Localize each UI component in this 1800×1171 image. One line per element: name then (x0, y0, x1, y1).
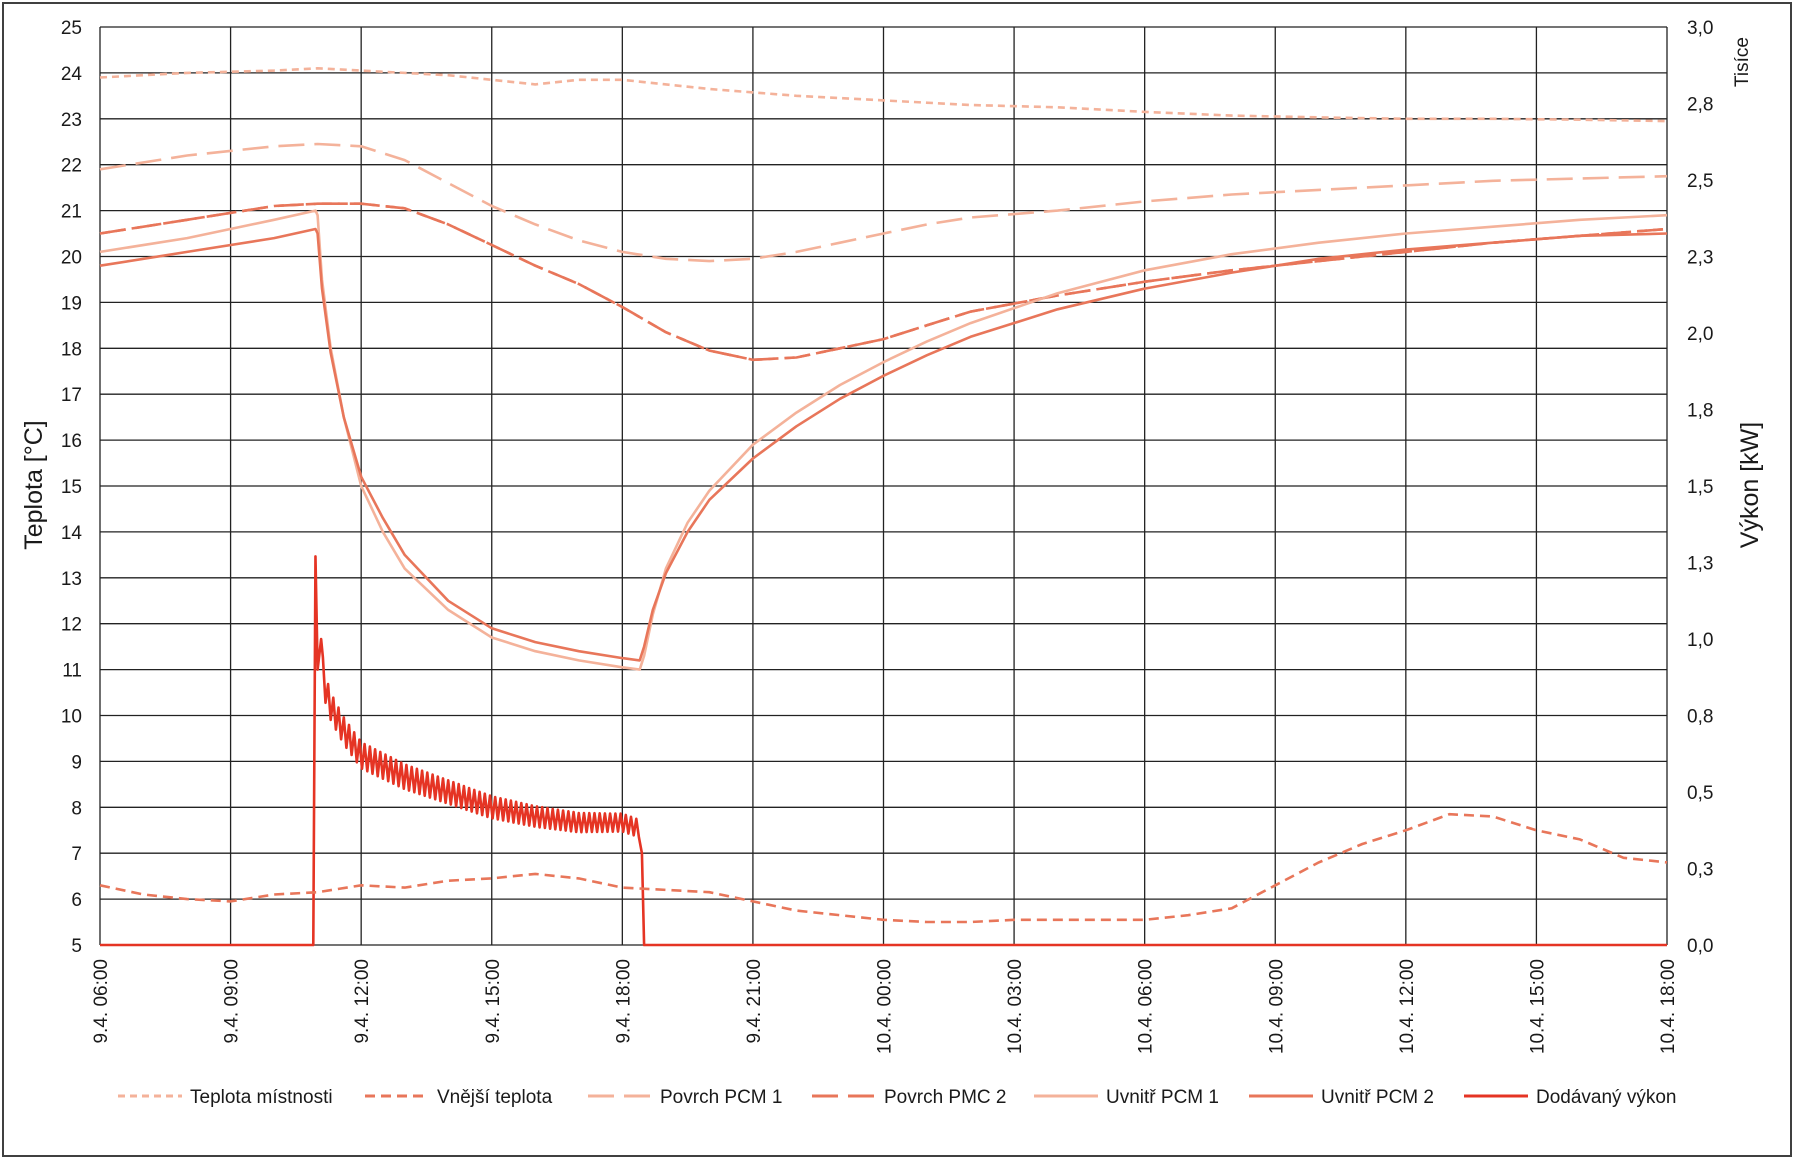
y-tick-label: 10 (61, 707, 82, 728)
y-tick-label: 22 (61, 156, 82, 177)
y2-tick-label: 0,0 (1687, 936, 1713, 957)
y-tick-label: 7 (71, 844, 82, 865)
series-layer (99, 67, 1668, 947)
y-tick-label: 13 (61, 569, 82, 590)
legend-item: Vnější teplota (365, 1087, 553, 1108)
y2-tick-label: 0,8 (1687, 707, 1713, 728)
legend-label: Vnější teplota (437, 1087, 553, 1108)
legend: Teplota místnosti Vnější teplota Povrch PC… (118, 1087, 1676, 1108)
legend-label: Uvnitř PCM 2 (1321, 1087, 1434, 1108)
y2-axis-title: Výkon [kW] (1736, 422, 1764, 548)
legend-item: Dodávaný výkon (1464, 1087, 1676, 1108)
x-tick-label: 9.4. 18:00 (613, 959, 634, 1044)
y2-tick-label: 1,0 (1687, 630, 1713, 651)
y-tick-label: 20 (61, 248, 82, 269)
x-tick-label: 10.4. 18:00 (1658, 959, 1679, 1054)
series-line-teplota-m-stnosti (99, 67, 1668, 123)
x-tick-label: 10.4. 06:00 (1136, 959, 1157, 1054)
y2-tick-label: 2,0 (1687, 324, 1713, 345)
x-axis-ticks: 9.4. 06:00 9.4. 09:00 9.4. 12:00 9.4. 15:00… (91, 959, 1679, 1054)
series-line-vn-j-teplota-spodn- (99, 812, 1668, 924)
legend-item: Povrch PMC 2 (812, 1087, 1006, 1108)
y2-tick-label: 1,5 (1687, 477, 1713, 498)
y2-unit-note: Tisíce (1732, 37, 1753, 87)
legend-item: Teplota místnosti (118, 1087, 333, 1108)
series-line-dod-van-v-kon (100, 555, 1667, 947)
x-tick-label: 9.4. 12:00 (352, 959, 373, 1044)
y2-tick-label: 2,5 (1687, 171, 1713, 192)
legend-label: Dodávaný výkon (1536, 1087, 1676, 1108)
x-tick-label: 10.4. 00:00 (875, 959, 896, 1054)
x-tick-label: 10.4. 15:00 (1527, 959, 1548, 1054)
y-tick-label: 18 (61, 339, 82, 360)
y2-tick-label: 0,3 (1687, 860, 1713, 881)
y2-tick-label: 1,8 (1687, 401, 1713, 422)
y2-tick-label: 2,8 (1687, 95, 1713, 116)
y-tick-label: 12 (61, 615, 82, 636)
y-tick-label: 6 (71, 890, 82, 911)
x-tick-label: 9.4. 15:00 (483, 959, 504, 1044)
legend-item: Uvnitř PCM 2 (1249, 1087, 1434, 1108)
y2-tick-label: 1,3 (1687, 554, 1713, 575)
legend-item: Povrch PCM 1 (588, 1087, 782, 1108)
y2-tick-label: 2,3 (1687, 248, 1713, 269)
y-axis-ticks: 5 6 7 8 9 10 11 12 13 14 15 16 17 18 19 20 21 22 23 24 25 (61, 18, 83, 957)
y-tick-label: 5 (71, 936, 82, 957)
y-tick-label: 17 (61, 385, 82, 406)
x-tick-label: 9.4. 06:00 (91, 959, 112, 1044)
y-tick-label: 16 (61, 431, 82, 452)
y-tick-label: 11 (62, 661, 82, 682)
y-tick-label: 24 (61, 64, 83, 85)
y2-tick-label: 0,5 (1687, 783, 1713, 804)
grid (99, 26, 1668, 946)
legend-item: Uvnitř PCM 1 (1034, 1087, 1219, 1108)
x-tick-label: 10.4. 03:00 (1005, 959, 1026, 1054)
x-tick-label: 9.4. 09:00 (222, 959, 243, 1044)
x-tick-label: 10.4. 09:00 (1266, 959, 1287, 1054)
x-tick-label: 10.4. 12:00 (1397, 959, 1418, 1054)
legend-label: Povrch PCM 1 (660, 1087, 782, 1108)
series-line-uvnit-pcm-2 (99, 227, 1668, 662)
y-tick-label: 8 (71, 798, 82, 819)
y-tick-label: 15 (61, 477, 82, 498)
y-tick-label: 25 (61, 18, 82, 39)
y-tick-label: 21 (61, 202, 82, 223)
y-axis-title: Teplota [°C] (20, 420, 48, 550)
y-tick-label: 9 (71, 752, 82, 773)
legend-label: Uvnitř PCM 1 (1106, 1087, 1219, 1108)
y-tick-label: 23 (61, 110, 82, 131)
y2-tick-label: 3,0 (1687, 18, 1713, 39)
legend-label: Teplota místnosti (190, 1087, 333, 1108)
legend-label: Povrch PMC 2 (884, 1087, 1006, 1108)
y2-axis-ticks: 0,0 0,3 0,5 0,8 1,0 1,3 1,5 1,8 2,0 2,3 2,5 2,8 3,0 (1687, 18, 1713, 957)
y-tick-label: 19 (61, 293, 82, 314)
x-tick-label: 9.4. 21:00 (744, 959, 765, 1044)
y-tick-label: 14 (61, 523, 83, 544)
